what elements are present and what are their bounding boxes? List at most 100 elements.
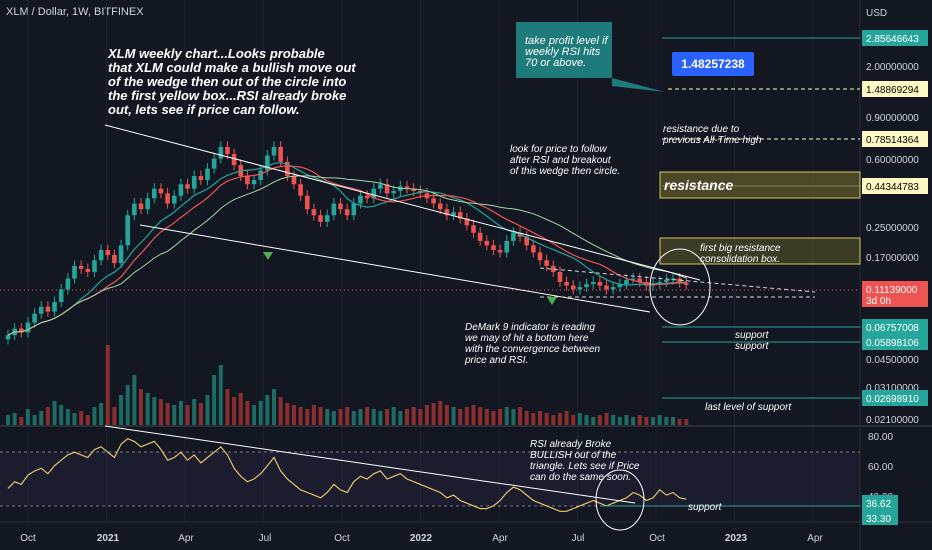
level-badge xyxy=(862,131,928,147)
volume-bar xyxy=(677,419,682,425)
candle-body xyxy=(265,155,270,171)
candle-body xyxy=(245,176,250,185)
candle-body xyxy=(371,188,377,199)
look-for-note: after RSI and breakout xyxy=(510,155,612,166)
volume-bar xyxy=(604,413,609,425)
candle-body xyxy=(497,250,503,253)
wedge-lower-line xyxy=(139,224,651,313)
demark-9-marker xyxy=(263,252,273,260)
volume-bar xyxy=(458,409,463,425)
volume-bar xyxy=(391,407,396,425)
volume-bar xyxy=(291,405,296,425)
candle-body xyxy=(557,271,563,282)
volume-bar xyxy=(657,415,662,425)
volume-bar xyxy=(524,411,529,425)
volume-bar xyxy=(325,409,330,425)
ma-teal-line xyxy=(7,162,687,336)
candle-body xyxy=(444,209,450,216)
volume-bar xyxy=(245,401,250,425)
volume-bar xyxy=(158,399,163,425)
volume-bar xyxy=(345,407,350,425)
volume-bar xyxy=(85,415,90,425)
volume-bar xyxy=(331,411,336,425)
candle-body xyxy=(504,240,510,253)
rsi-value-badge xyxy=(862,495,898,510)
candle-body xyxy=(664,279,669,282)
volume-bar xyxy=(491,411,496,425)
candle-body xyxy=(411,188,416,191)
volume-bar xyxy=(617,417,622,425)
take-profit-text: take profit level if xyxy=(525,35,608,47)
volume-bar xyxy=(504,407,509,425)
main-commentary: out, lets see if price can follow. xyxy=(108,102,300,117)
rsi-support-note: support xyxy=(688,502,723,513)
level-badge xyxy=(862,30,928,46)
volume-bar xyxy=(311,405,316,425)
candle-body xyxy=(358,195,363,204)
rsi-value-badge xyxy=(862,510,898,525)
volume-bar xyxy=(351,411,356,425)
y-tick-label: 0.17000000 xyxy=(866,253,919,264)
candle-body xyxy=(118,245,124,264)
volume-bar xyxy=(451,407,456,425)
consolidation-box xyxy=(659,237,861,265)
volume-bar xyxy=(365,407,370,425)
volume-bar xyxy=(631,417,636,425)
volume-bar xyxy=(538,411,542,425)
current-price-badge xyxy=(862,281,928,307)
volume-bar xyxy=(305,409,310,425)
volume-bar xyxy=(591,417,596,425)
x-tick-label: Apr xyxy=(807,533,823,544)
candle-body xyxy=(617,284,623,288)
price-axis-layer: USD 0.90000000 0.60000000 0.25000000 0.17000… xyxy=(20,8,928,544)
candle-body xyxy=(211,158,217,169)
candle-body xyxy=(451,212,456,216)
candle-body xyxy=(25,322,31,333)
candle-body xyxy=(125,215,130,246)
candle-body xyxy=(570,285,576,290)
volume-bar xyxy=(471,405,476,425)
y-tick-label: 0.60000000 xyxy=(866,155,919,166)
volume-bar xyxy=(99,403,104,425)
candle-body xyxy=(491,245,496,251)
candle-body xyxy=(152,188,157,199)
ma-red-line xyxy=(7,165,687,336)
y-tick-label: 0.25000000 xyxy=(866,223,919,234)
candle-body xyxy=(537,252,543,261)
volume-bar xyxy=(258,401,263,425)
ma-green-line xyxy=(7,175,687,336)
rsi-value-label: 36.62 xyxy=(866,499,891,510)
candle-body xyxy=(58,289,64,303)
candle-body xyxy=(5,335,11,340)
candle-body xyxy=(577,287,583,290)
level-badge-value: 0.06757008 xyxy=(866,323,919,334)
volume-bar xyxy=(358,409,363,425)
volume-bar xyxy=(178,401,183,425)
candle-body xyxy=(551,265,556,272)
candle-body xyxy=(590,281,596,285)
candle-body xyxy=(637,278,643,282)
volume-bar xyxy=(464,407,469,425)
volume-bar xyxy=(198,403,203,425)
candle-body xyxy=(384,184,390,194)
price-callout-value: 1.48257238 xyxy=(681,57,745,71)
candle-body xyxy=(171,195,177,204)
volume-bar xyxy=(272,389,276,425)
trendlines-layer xyxy=(104,124,816,326)
volume-bar xyxy=(577,413,582,425)
y-tick-label: 0.90000000 xyxy=(866,113,919,124)
rsi-note: BULLISH out of the xyxy=(530,450,617,461)
x-tick-label: Oct xyxy=(334,533,350,544)
candle-body xyxy=(92,260,97,272)
volume-bar xyxy=(65,409,70,425)
x-tick-label: Jul xyxy=(572,533,585,544)
volume-bar xyxy=(584,415,589,425)
rsi-tick-label: 60.00 xyxy=(868,462,893,473)
volume-bar xyxy=(139,389,143,425)
candle-body xyxy=(258,170,263,181)
demark-note: we may of hit a bottom here xyxy=(465,333,589,344)
volume-bar xyxy=(125,385,130,425)
candle-body xyxy=(477,232,483,241)
volume-bar xyxy=(597,415,602,425)
